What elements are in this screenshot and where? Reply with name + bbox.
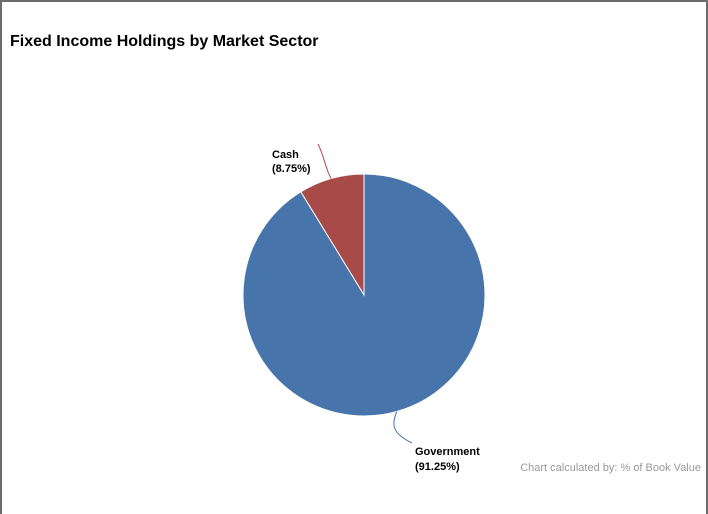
cash-percent-label: (8.75%) bbox=[272, 163, 311, 175]
pie-slices bbox=[242, 173, 486, 417]
leader-line-government bbox=[393, 411, 413, 444]
cash-label: Cash bbox=[272, 149, 299, 161]
government-label: Government bbox=[415, 446, 480, 458]
leader-line-cash bbox=[317, 143, 332, 179]
pie-slice-government[interactable] bbox=[242, 173, 486, 417]
chart-footnote: Chart calculated by: % of Book Value bbox=[520, 462, 701, 474]
government-percent-label: (91.25%) bbox=[415, 461, 460, 473]
leader-lines bbox=[317, 143, 413, 444]
chart-title: Fixed Income Holdings by Market Sector bbox=[10, 33, 319, 50]
